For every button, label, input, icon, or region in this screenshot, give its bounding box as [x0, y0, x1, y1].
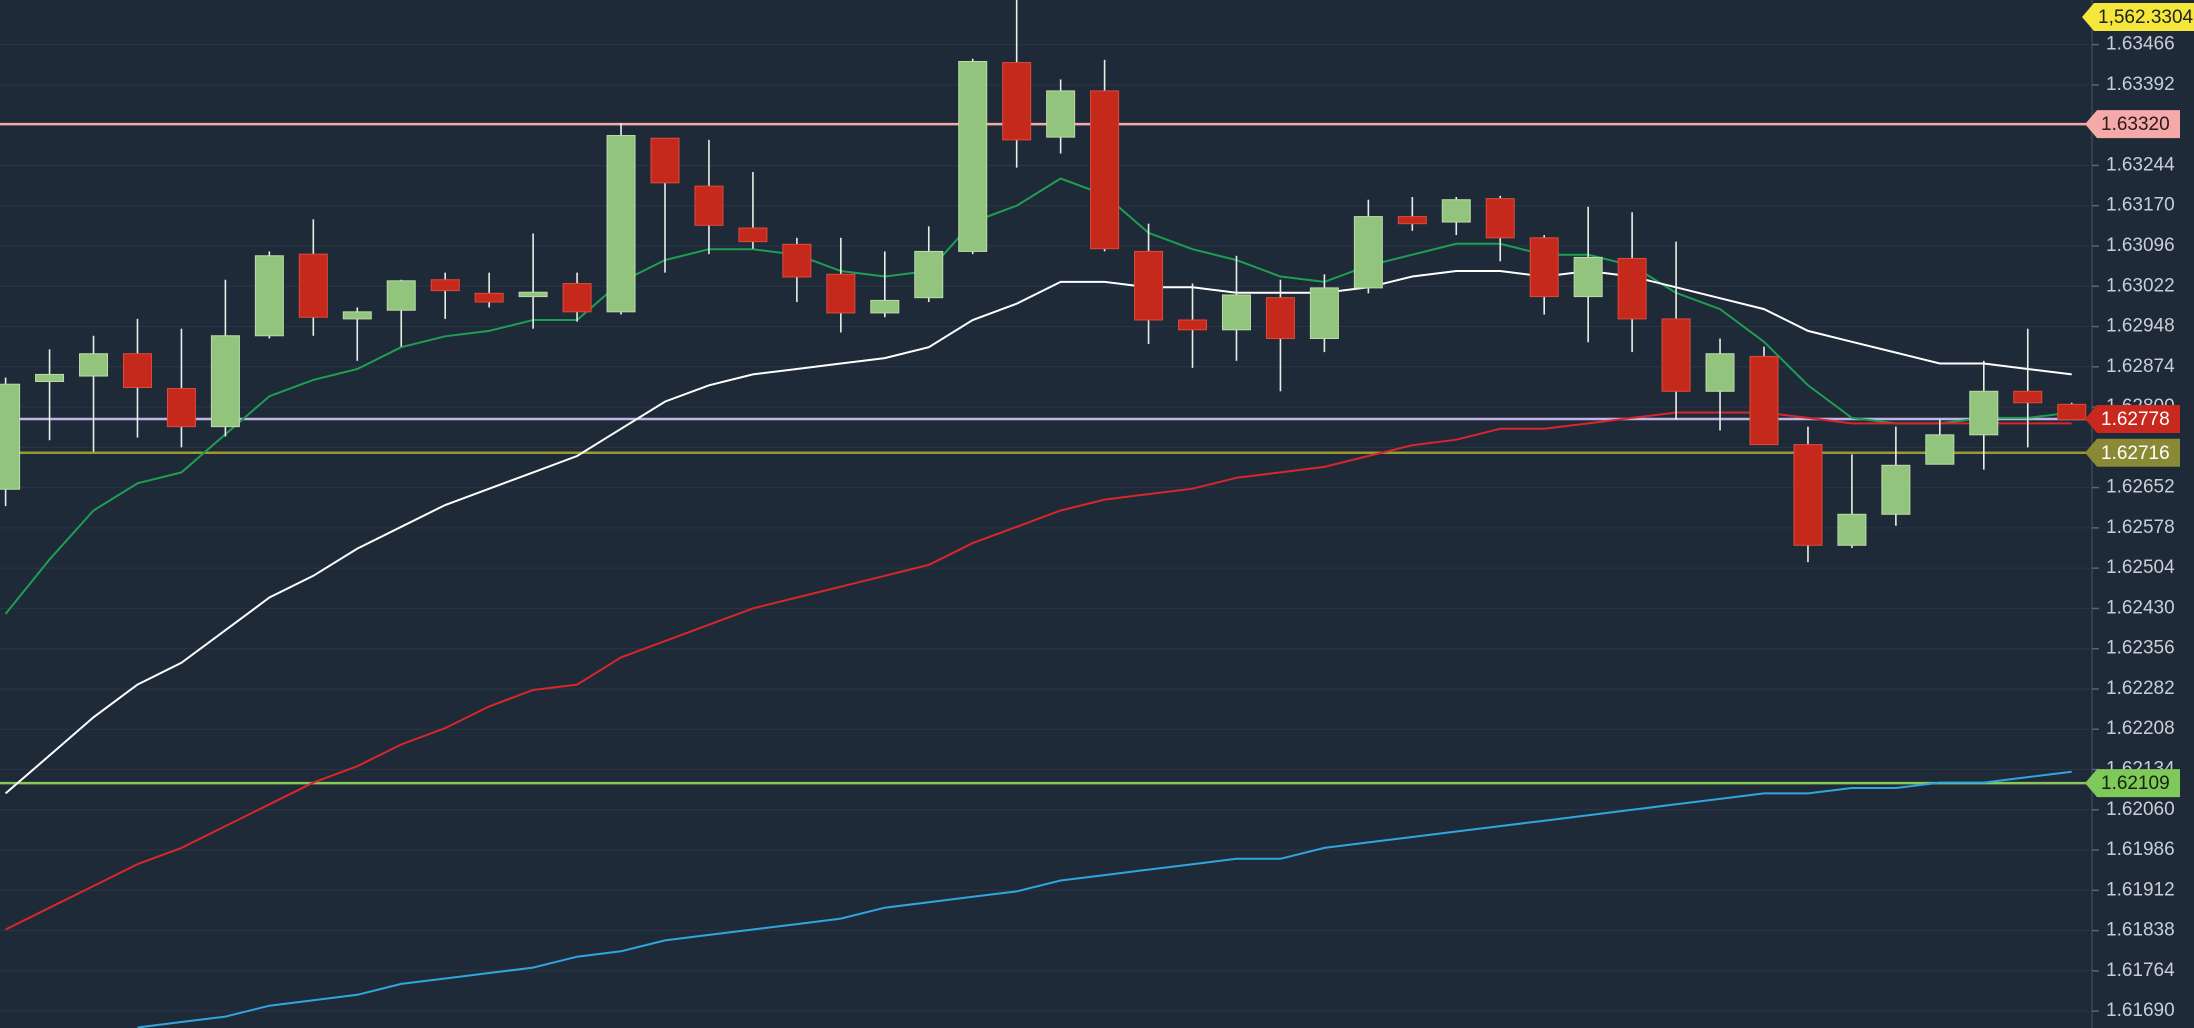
- candle-body: [1661, 318, 1691, 392]
- moving-average-line: [137, 770, 2072, 1028]
- candle-body: [1749, 355, 1779, 446]
- candle-body: [1793, 444, 1823, 546]
- candle-body: [1529, 237, 1559, 298]
- candle-body: [1969, 390, 1999, 436]
- top-tag: 1,562.3304: [2098, 7, 2194, 28]
- candle-body: [562, 283, 592, 313]
- y-tick-label: 1.61690: [2106, 1000, 2175, 1021]
- candle-body: [474, 292, 504, 303]
- candle-body: [958, 60, 988, 252]
- candle-body: [1705, 353, 1735, 392]
- level-tag-bg: [2085, 769, 2180, 798]
- candle-body: [35, 373, 65, 382]
- candle-body: [0, 383, 21, 490]
- y-tick-label: 1.62578: [2106, 517, 2175, 538]
- candle-body: [1002, 62, 1032, 141]
- level-tag-bg: [2085, 110, 2180, 139]
- candle-body: [1441, 199, 1471, 223]
- candle-body: [1309, 287, 1339, 339]
- candle-body: [870, 299, 900, 314]
- candle-body: [1134, 250, 1164, 321]
- y-tick-label: 1.62356: [2106, 638, 2175, 659]
- candle-body: [1353, 216, 1383, 289]
- candle-body: [1221, 294, 1251, 331]
- moving-average-line: [4, 269, 2072, 795]
- candle-body: [2057, 403, 2087, 421]
- candle-body: [782, 243, 812, 278]
- y-tick-label: 1.63244: [2106, 154, 2175, 175]
- candle-body: [166, 388, 196, 428]
- y-tick-label: 1.61912: [2106, 879, 2175, 900]
- candle-body: [1397, 216, 1427, 225]
- level-tag: 1.62109: [2101, 773, 2170, 794]
- candle-body: [1046, 90, 1076, 138]
- candle-body: [1485, 198, 1515, 239]
- candle-body: [1573, 256, 1603, 298]
- candle-body: [826, 273, 856, 314]
- moving-average-line: [4, 177, 2072, 615]
- y-tick-label: 1.61838: [2106, 920, 2175, 941]
- y-tick-label: 1.63096: [2106, 235, 2175, 256]
- candle-body: [210, 335, 240, 428]
- candle-body: [386, 280, 416, 311]
- y-tick-label: 1.62282: [2106, 678, 2175, 699]
- candle-body: [1881, 464, 1911, 515]
- moving-average-line: [5, 411, 2072, 931]
- level-tag-bg: [2085, 405, 2180, 434]
- candle-body: [430, 279, 460, 292]
- candle-body: [2013, 390, 2043, 404]
- candle-body: [694, 185, 724, 226]
- y-tick-label: 1.62504: [2106, 557, 2175, 578]
- candle-body: [650, 137, 680, 184]
- candle-body: [122, 353, 152, 388]
- candle-body: [1178, 319, 1208, 331]
- y-tick-label: 1.63466: [2106, 34, 2175, 55]
- candle-body: [1925, 434, 1955, 465]
- y-tick-label: 1.61986: [2106, 839, 2175, 860]
- level-tag: 1.63320: [2101, 114, 2170, 135]
- candle-body: [79, 353, 109, 377]
- y-tick-label: 1.62652: [2106, 477, 2175, 498]
- level-tag: 1.62716: [2101, 443, 2170, 464]
- candle-body: [1090, 90, 1120, 250]
- y-tick-label: 1.61764: [2106, 960, 2175, 981]
- plot-area: [0, 0, 2092, 1028]
- level-tag: 1.62778: [2101, 409, 2170, 430]
- y-tick-label: 1.63392: [2106, 74, 2175, 95]
- y-tick-label: 1.62060: [2106, 799, 2175, 820]
- candle-body: [1837, 513, 1867, 546]
- candle-body: [298, 253, 328, 318]
- candle-body: [606, 135, 636, 313]
- candle-body: [738, 227, 768, 243]
- y-tick-label: 1.62874: [2106, 356, 2175, 377]
- level-tag-bg: [2085, 438, 2180, 467]
- candle-body: [914, 250, 944, 299]
- y-tick-label: 1.62208: [2106, 718, 2175, 739]
- candle-body: [1265, 297, 1295, 339]
- candle-body: [254, 255, 284, 337]
- y-tick-label: 1.63022: [2106, 275, 2175, 296]
- y-tick-label: 1.62948: [2106, 316, 2175, 337]
- candle-body: [342, 311, 372, 320]
- y-tick-label: 1.62430: [2106, 597, 2175, 618]
- top-tag-bg: [2082, 3, 2194, 31]
- y-tick-label: 1.63170: [2106, 195, 2175, 216]
- candle-body: [1617, 257, 1647, 320]
- candle-body: [518, 291, 548, 298]
